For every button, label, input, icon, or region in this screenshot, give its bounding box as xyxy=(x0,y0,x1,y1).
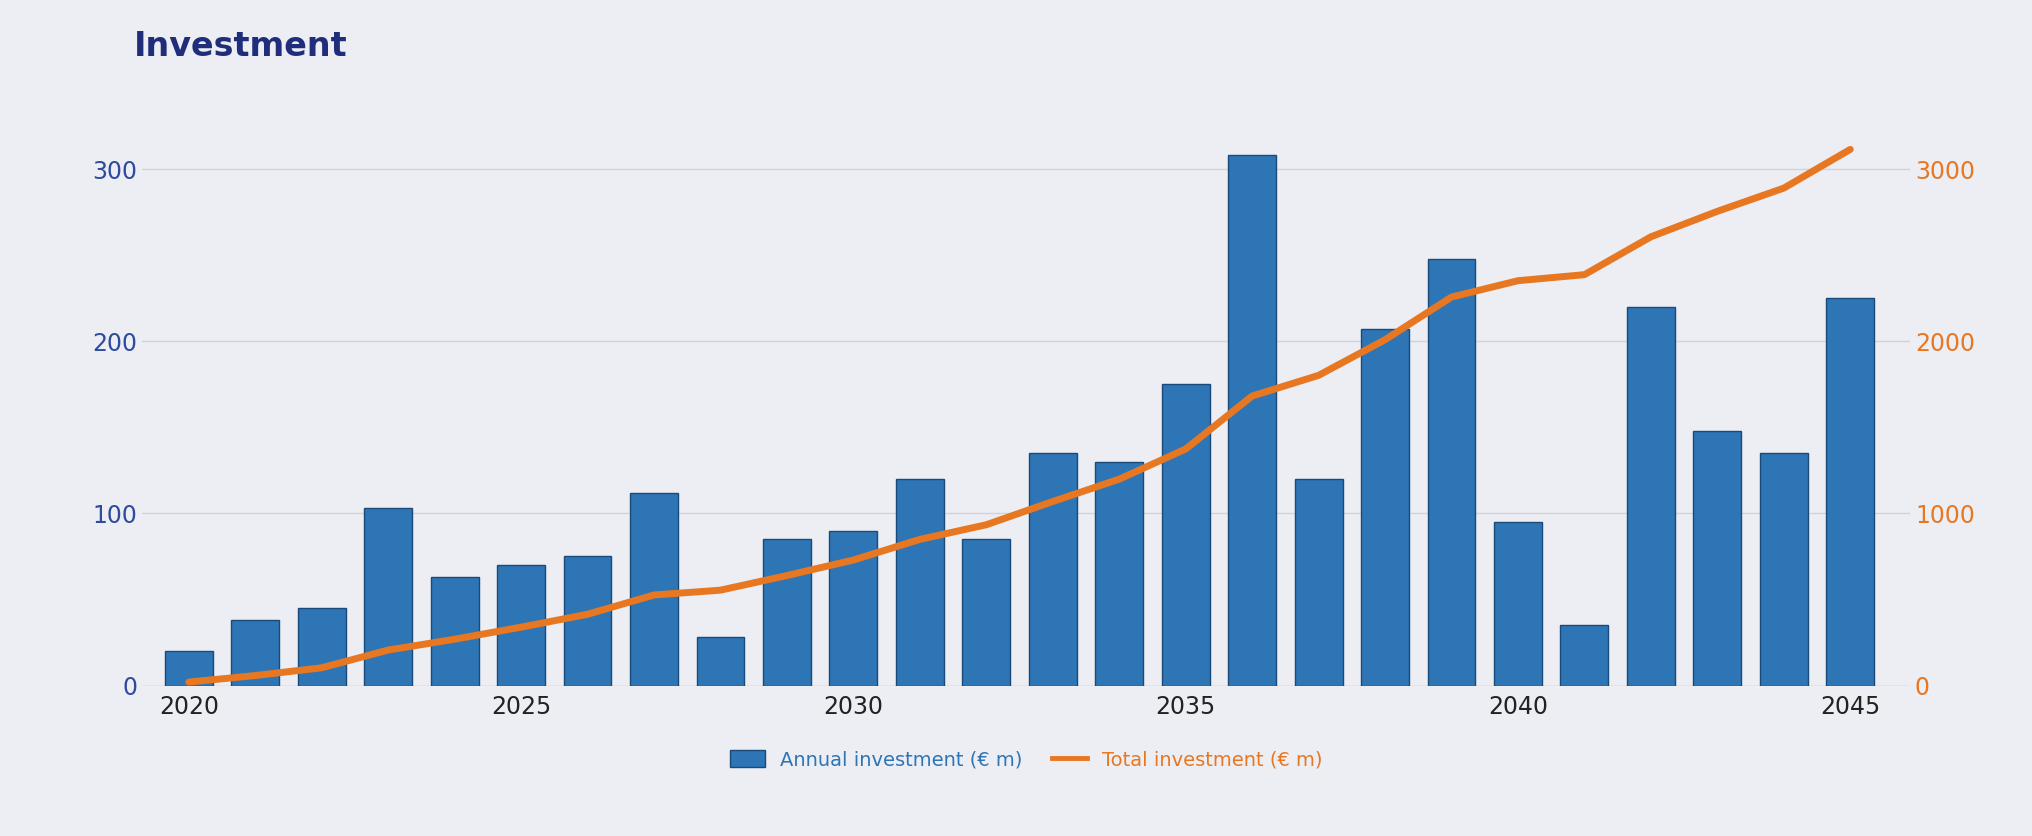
Legend: Annual investment (€ m), Total investment (€ m): Annual investment (€ m), Total investmen… xyxy=(729,750,1323,769)
Bar xyxy=(1827,298,1874,686)
Bar xyxy=(165,651,213,686)
Bar xyxy=(630,492,679,686)
Bar xyxy=(762,539,811,686)
Bar xyxy=(299,608,345,686)
Bar xyxy=(963,539,1010,686)
Text: Investment: Investment xyxy=(134,30,347,63)
Bar xyxy=(364,508,412,686)
Bar xyxy=(1760,453,1808,686)
Bar xyxy=(829,531,878,686)
Bar xyxy=(1428,258,1475,686)
Bar xyxy=(1227,155,1276,686)
Bar xyxy=(498,565,545,686)
Bar xyxy=(1162,385,1209,686)
Bar xyxy=(1095,461,1144,686)
Bar xyxy=(563,557,612,686)
Bar xyxy=(1028,453,1077,686)
Bar xyxy=(1494,522,1542,686)
Bar xyxy=(1628,307,1674,686)
Bar xyxy=(896,479,943,686)
Bar xyxy=(697,637,744,686)
Bar xyxy=(1561,625,1609,686)
Bar xyxy=(1294,479,1343,686)
Bar xyxy=(431,577,478,686)
Bar xyxy=(232,620,278,686)
Bar xyxy=(1693,431,1741,686)
Bar xyxy=(1361,329,1408,686)
